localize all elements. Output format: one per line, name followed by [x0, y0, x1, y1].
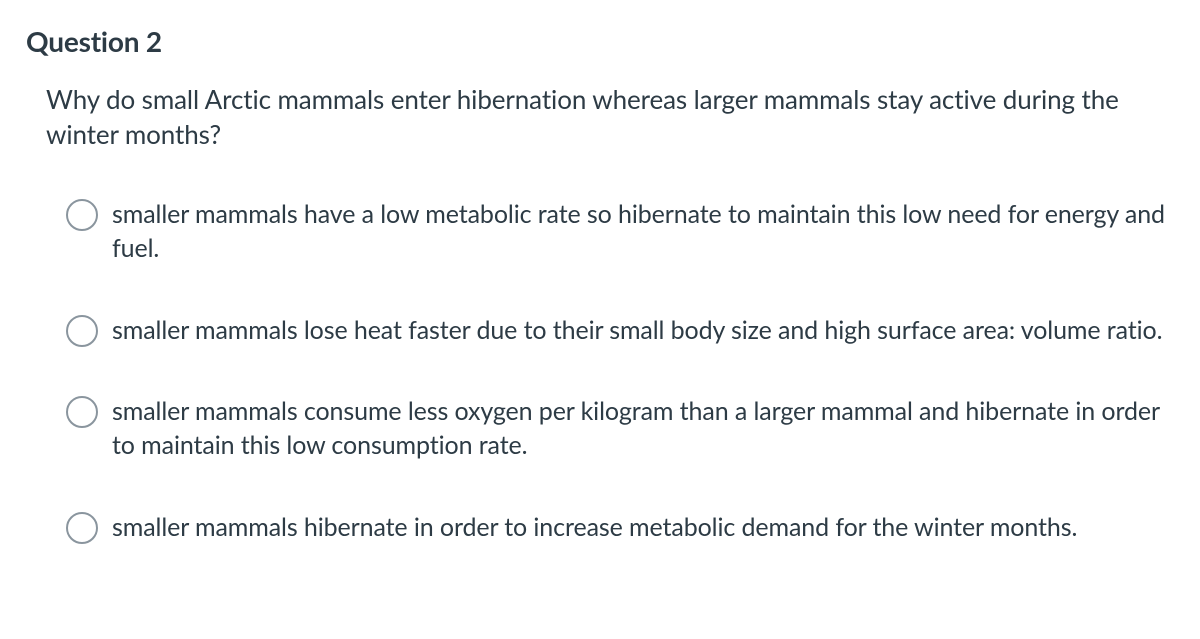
- option-label: smaller mammals lose heat faster due to …: [112, 314, 1162, 348]
- radio-icon[interactable]: [66, 512, 98, 544]
- option-label: smaller mammals have a low metabolic rat…: [112, 198, 1174, 266]
- radio-icon[interactable]: [66, 396, 98, 428]
- radio-icon[interactable]: [66, 315, 98, 347]
- radio-icon[interactable]: [66, 199, 98, 231]
- option-label: smaller mammals hibernate in order to in…: [112, 511, 1077, 545]
- option-2[interactable]: smaller mammals consume less oxygen per …: [66, 395, 1174, 463]
- option-1[interactable]: smaller mammals lose heat faster due to …: [66, 314, 1174, 348]
- question-stem: Why do small Arctic mammals enter hibern…: [46, 82, 1174, 152]
- option-label: smaller mammals consume less oxygen per …: [112, 395, 1174, 463]
- option-3[interactable]: smaller mammals hibernate in order to in…: [66, 511, 1174, 545]
- option-0[interactable]: smaller mammals have a low metabolic rat…: [66, 198, 1174, 266]
- options-list: smaller mammals have a low metabolic rat…: [66, 198, 1174, 545]
- question-title: Question 2: [26, 24, 1174, 58]
